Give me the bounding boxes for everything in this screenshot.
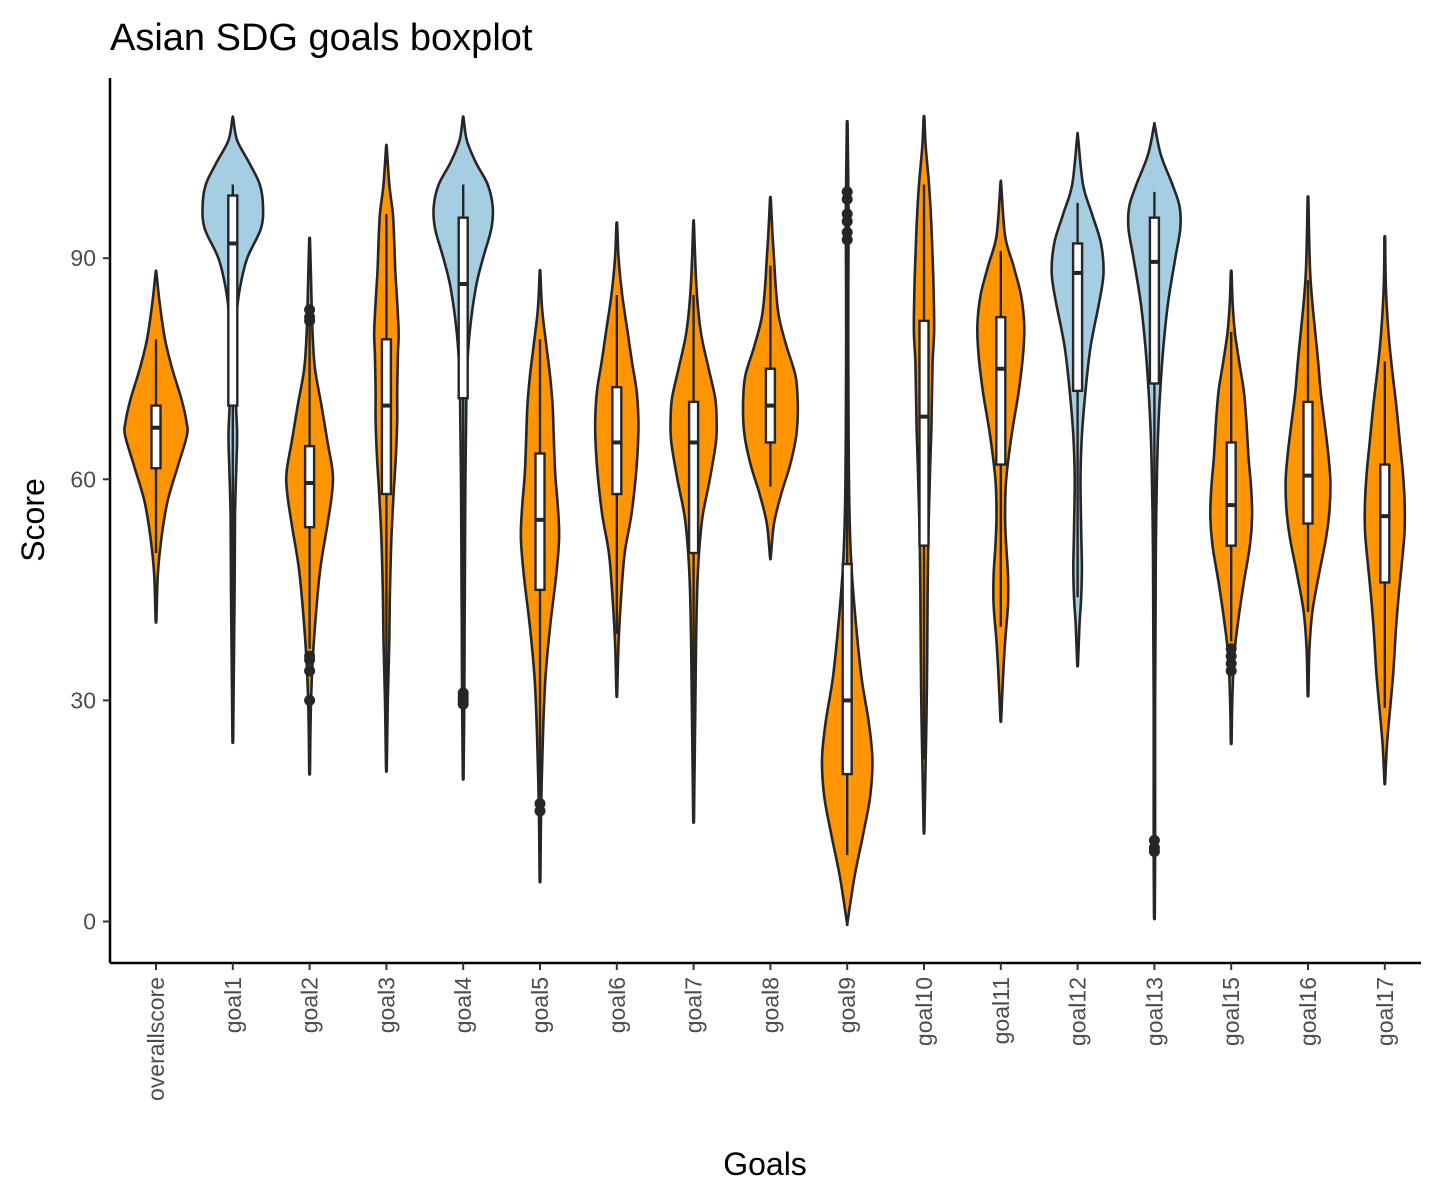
y-tick-label-30: 30	[70, 687, 96, 713]
outlier-goal2-0	[304, 694, 316, 706]
box-goal9	[841, 562, 853, 776]
x-tick-label-goal4: goal4	[450, 977, 476, 1033]
outlier-goal13-2	[1148, 834, 1160, 846]
box-goal16	[1302, 400, 1314, 525]
outlier-goal9-5	[841, 186, 853, 198]
y-axis-title: Score	[15, 478, 51, 562]
x-tick-label-overallscore: overallscore	[143, 977, 169, 1101]
chart-title: Asian SDG goals boxplot	[110, 17, 533, 59]
x-tick-label-goal13: goal13	[1141, 977, 1167, 1046]
outlier-goal9-1	[841, 226, 853, 238]
outlier-goal15-3	[1225, 643, 1237, 655]
violin-group-overallscore	[123, 269, 189, 624]
violin-group-goal13	[1126, 122, 1183, 921]
violin-group-goal6	[593, 221, 640, 699]
box-goal3	[380, 338, 393, 496]
x-tick-label-goal5: goal5	[527, 977, 553, 1033]
y-tick-label-0: 0	[83, 909, 96, 935]
violin-group-goal2	[284, 236, 335, 776]
box-goal12	[1071, 242, 1084, 393]
y-axis-ticks: 0 30 60 90	[70, 245, 110, 935]
y-tick-label-60: 60	[70, 466, 96, 492]
outlier-goal5-1	[534, 798, 546, 810]
box-overallscore	[150, 404, 162, 470]
x-tick-label-goal1: goal1	[220, 977, 246, 1033]
violin-group-goal1	[201, 115, 265, 744]
violin-group-goal10	[912, 114, 936, 835]
violin-group-goal11	[975, 179, 1026, 724]
plot-area	[123, 114, 1407, 927]
box-goal11	[995, 315, 1007, 466]
x-tick-label-goal7: goal7	[681, 977, 707, 1033]
x-tick-label-goal9: goal9	[834, 977, 860, 1033]
violin-group-goal9	[820, 119, 874, 927]
x-axis-ticks: overallscore goal1 goal2 goal3 goal4 goal5 goa…	[143, 963, 1398, 1101]
x-tick-label-goal8: goal8	[757, 977, 783, 1033]
violin-group-goal16	[1284, 195, 1332, 698]
outlier-goal4-3	[457, 687, 469, 699]
violin-group-goal15	[1208, 269, 1254, 746]
x-tick-label-goal12: goal12	[1065, 977, 1091, 1046]
x-tick-label-goal11: goal11	[988, 977, 1014, 1044]
box-goal17	[1379, 463, 1391, 584]
violin-group-goal7	[669, 219, 719, 824]
violin-group-goal5	[519, 268, 561, 884]
violin-group-goal3	[372, 143, 400, 773]
box-goal2	[303, 444, 316, 529]
x-tick-label-goal15: goal15	[1218, 977, 1244, 1046]
x-tick-label-goal16: goal16	[1295, 977, 1321, 1046]
x-axis-title: Goals	[723, 1146, 807, 1182]
box-goal1	[227, 194, 239, 407]
violin-group-goal17	[1363, 234, 1407, 786]
box-goal15	[1225, 441, 1237, 547]
outlier-goal9-3	[841, 208, 853, 220]
outlier-goal2-1	[304, 665, 316, 677]
box-goal7	[687, 400, 700, 555]
x-tick-label-goal10: goal10	[911, 977, 937, 1046]
x-tick-label-goal2: goal2	[297, 977, 323, 1033]
box-goal10	[918, 319, 930, 547]
violin-group-goal8	[741, 195, 800, 561]
outlier-goal2-3	[304, 650, 316, 662]
x-tick-label-goal6: goal6	[604, 977, 630, 1033]
violin-group-goal12	[1050, 131, 1105, 668]
box-goal13	[1148, 216, 1161, 385]
box-goal4	[457, 216, 469, 400]
outlier-goal2-6	[304, 304, 316, 316]
x-tick-label-goal3: goal3	[373, 977, 399, 1033]
violin-group-goal4	[432, 115, 495, 781]
x-tick-label-goal17: goal17	[1372, 977, 1398, 1046]
y-tick-label-90: 90	[70, 245, 96, 271]
